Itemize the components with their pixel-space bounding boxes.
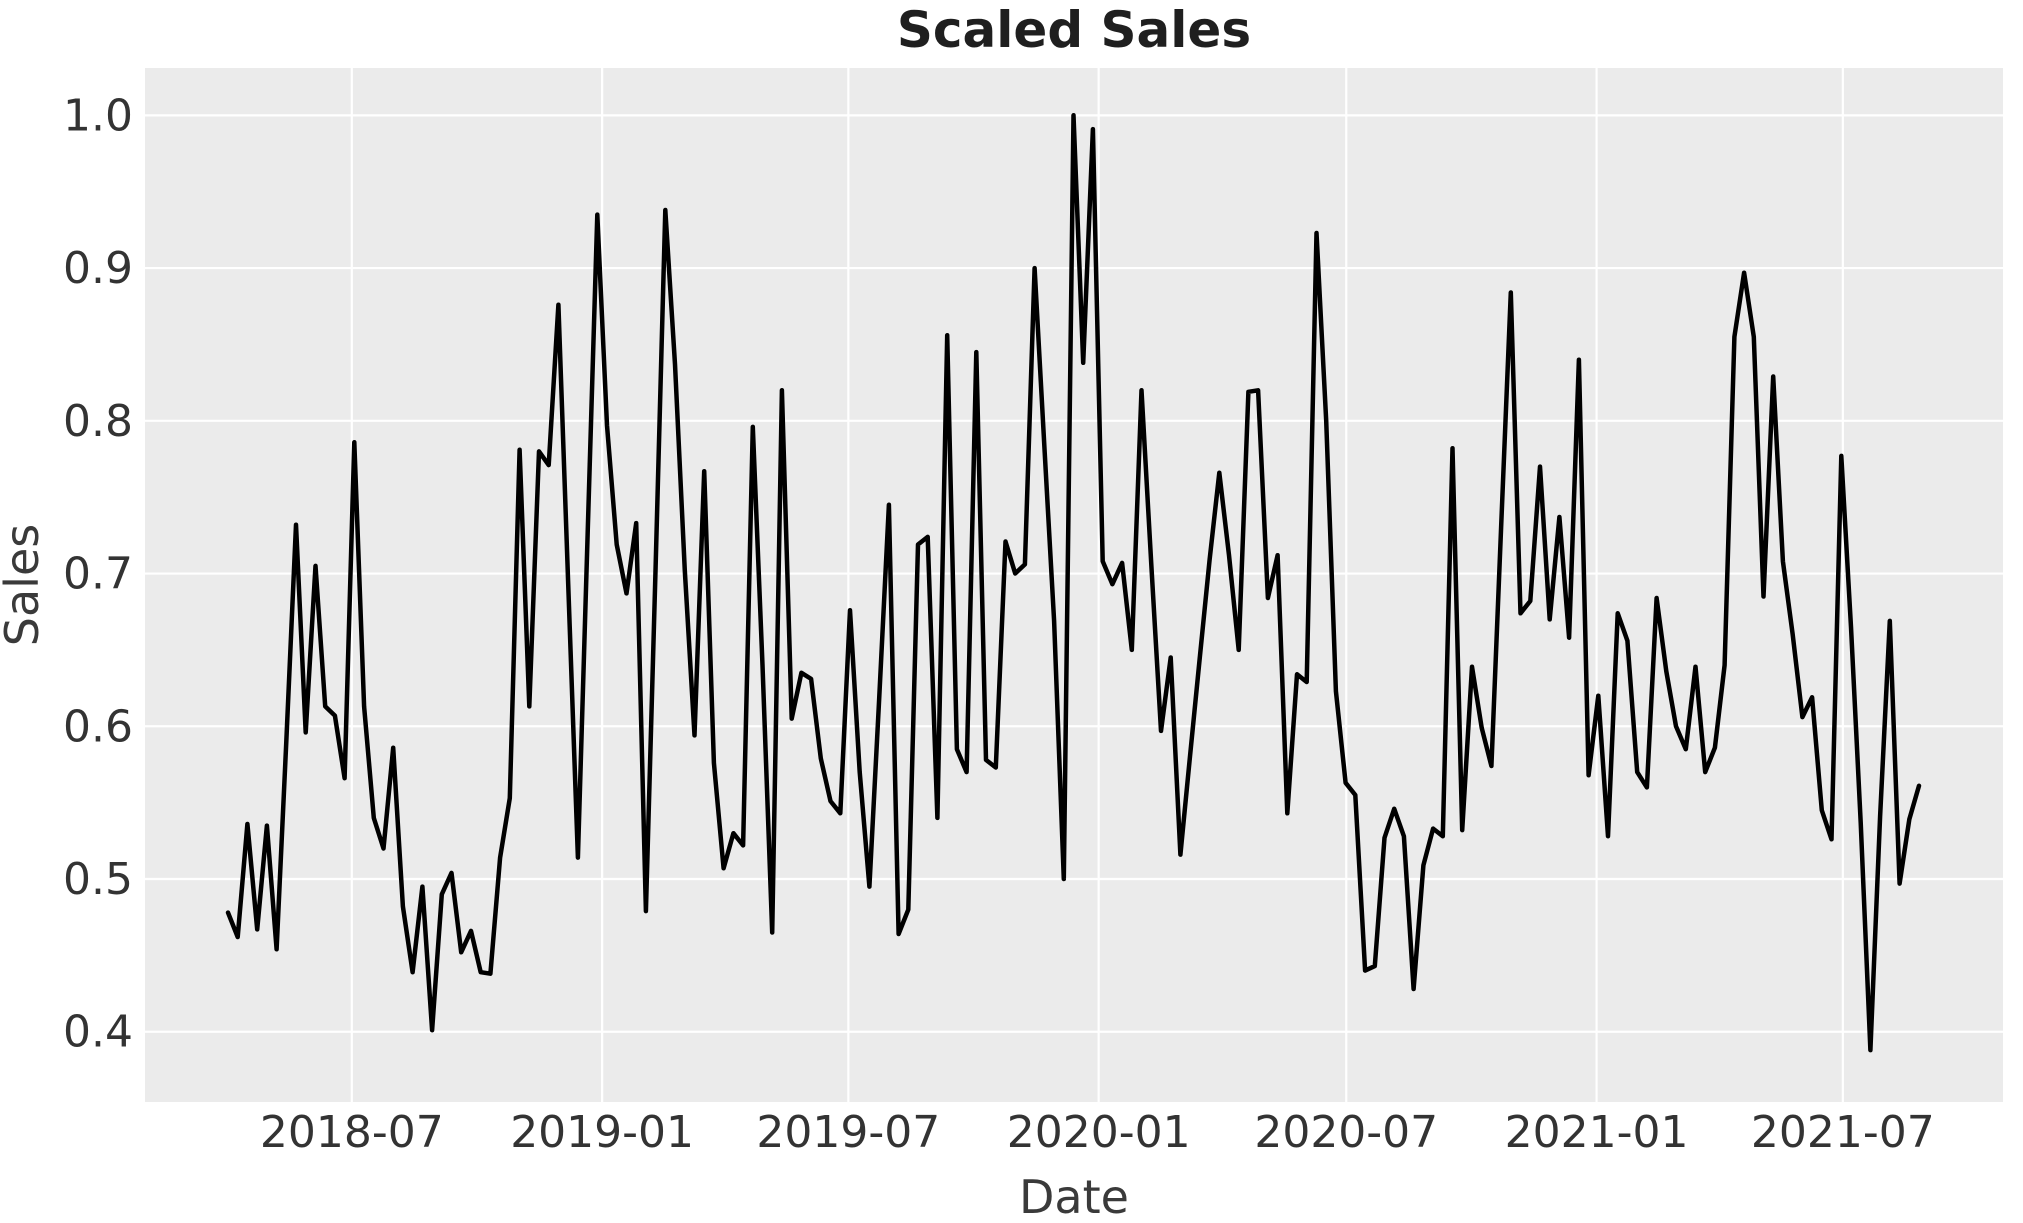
series-line-0 — [225, 113, 1922, 1053]
y-tick-label-0.7: 0.7 — [63, 549, 133, 600]
x-tick-label-2019-07: 2019-07 — [756, 1107, 940, 1158]
x-tick-label-2021-07: 2021-07 — [1751, 1107, 1935, 1158]
y-tick-label-0.6: 0.6 — [63, 701, 133, 752]
chart-title: Scaled Sales — [897, 1, 1251, 59]
y-tick-label-0.8: 0.8 — [63, 396, 133, 447]
gridlines — [145, 68, 2003, 1102]
x-tick-label-2020-07: 2020-07 — [1254, 1107, 1438, 1158]
y-tick-label-0.4: 0.4 — [63, 1007, 133, 1058]
y-tick-label-1.0: 1.0 — [63, 90, 133, 141]
x-tick-label-2020-01: 2020-01 — [1007, 1107, 1191, 1158]
x-tick-label-2018-07: 2018-07 — [260, 1107, 444, 1158]
y-axis-tick-labels: 0.4 0.5 0.6 0.7 0.8 0.9 1.0 — [63, 90, 133, 1057]
x-axis-tick-labels: 2018-07 2019-01 2019-07 2020-01 2020-07 2021-… — [260, 1107, 1935, 1158]
y-axis-label: Sales — [0, 524, 49, 646]
x-axis-label: Date — [1019, 1170, 1129, 1223]
y-tick-label-0.9: 0.9 — [63, 243, 133, 294]
y-tick-label-0.5: 0.5 — [63, 854, 133, 905]
x-tick-label-2021-01: 2021-01 — [1505, 1107, 1689, 1158]
sales-line-series — [225, 113, 1922, 1053]
x-tick-label-2019-01: 2019-01 — [510, 1107, 694, 1158]
